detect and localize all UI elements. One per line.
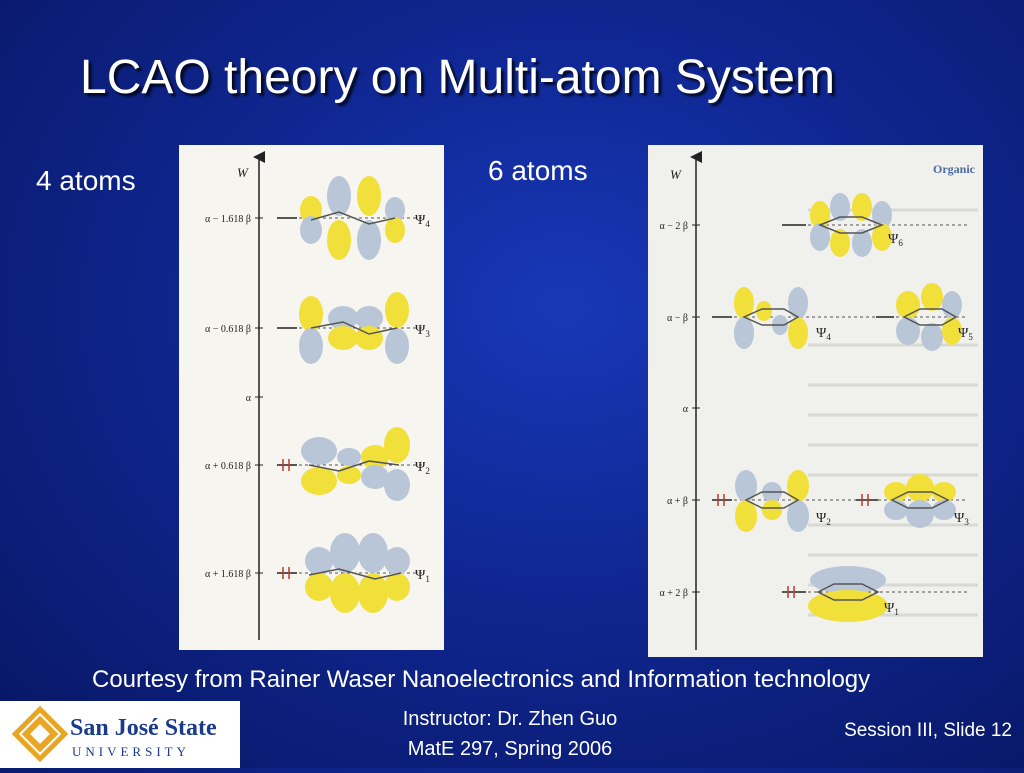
psi-label: Ψ4: [816, 326, 831, 342]
level-psi-2: α + 0.618 β Ψ2: [205, 427, 430, 501]
axis-label: W: [237, 165, 249, 180]
electron-pair-icon: [282, 567, 290, 579]
psi-label: Ψ4: [415, 213, 430, 229]
psi-label: Ψ5: [958, 326, 973, 342]
level-alpha: α: [683, 404, 700, 415]
orbital-psi-3: [884, 474, 956, 528]
energy-label: α + β: [667, 496, 688, 507]
level-psi-6: α − 2 β Ψ6: [660, 193, 968, 257]
orbital-psi-1: [305, 533, 410, 613]
psi-label: Ψ1: [415, 568, 430, 584]
course-info: MatE 297, Spring 2006: [407, 738, 613, 760]
axis-label: W: [670, 167, 682, 182]
psi-label: Ψ3: [954, 511, 969, 527]
energy-label: α − β: [667, 313, 688, 324]
electron-pair-icon: [717, 494, 725, 506]
level-psi-3: α − 0.618 β Ψ3: [205, 292, 430, 364]
orbital-psi-2: [301, 427, 410, 501]
electron-pair-icon: [787, 586, 795, 598]
four-atom-mo-diagram: W α − 1.618 β Ψ4 α − 0.618 β Ψ3: [179, 145, 444, 650]
six-atom-mo-diagram: W Organic α − 2 β Ψ6 α − β: [648, 145, 983, 657]
electron-pair-icon: [861, 494, 869, 506]
level-alpha: α: [246, 393, 263, 404]
psi-label: Ψ3: [415, 323, 430, 339]
courtesy-text: Courtesy from Rainer Waser Nanoelectroni…: [92, 666, 871, 693]
psi-label: Ψ2: [415, 460, 430, 476]
logo-name: San José State: [70, 715, 217, 741]
session-slide-number: Session III, Slide 12: [844, 720, 1012, 741]
level-psi-1: α + 2 β Ψ1: [660, 566, 968, 622]
energy-label: α: [683, 404, 689, 415]
psi-label: Ψ6: [888, 232, 903, 248]
six-atoms-label: 6 atoms: [488, 155, 588, 186]
energy-label: α − 0.618 β: [205, 324, 251, 335]
energy-label: α + 2 β: [660, 588, 688, 599]
orbital-psi-2: [735, 470, 809, 532]
electron-pair-icon: [282, 459, 290, 471]
orbital-psi-6: [810, 193, 892, 257]
energy-label: α + 1.618 β: [205, 569, 251, 580]
level-psi-4: α − 1.618 β Ψ4: [205, 176, 430, 260]
book-header-text: Organic: [933, 162, 976, 176]
logo-subtitle: UNIVERSITY: [72, 744, 190, 759]
orbital-psi-4: [734, 287, 808, 349]
slide-title: LCAO theory on Multi-atom System: [80, 51, 835, 104]
sjsu-emblem-icon: [11, 705, 69, 763]
instructor-block: Instructor: Dr. Zhen Guo MatE 297, Sprin…: [360, 704, 660, 764]
psi-label: Ψ2: [816, 511, 831, 527]
level-psi-4-5: α − β Ψ4 Ψ5: [667, 283, 973, 351]
instructor-name: Instructor: Dr. Zhen Guo: [402, 708, 618, 730]
orbital-psi-1: [808, 566, 888, 622]
energy-label: α + 0.618 β: [205, 461, 251, 472]
orbital-psi-3: [299, 292, 409, 364]
psi-label: Ψ1: [884, 601, 899, 617]
sjsu-logo: San José State UNIVERSITY: [0, 701, 240, 768]
energy-label: α − 1.618 β: [205, 214, 251, 225]
orbital-psi-5: [896, 283, 962, 351]
level-psi-2-3: α + β Ψ2 Ψ3: [667, 470, 969, 532]
orbital-psi-4: [300, 176, 405, 260]
four-atoms-label: 4 atoms: [36, 165, 136, 196]
energy-label: α: [246, 393, 252, 404]
level-psi-1: α + 1.618 β Ψ1: [205, 533, 430, 613]
energy-label: α − 2 β: [660, 221, 688, 232]
